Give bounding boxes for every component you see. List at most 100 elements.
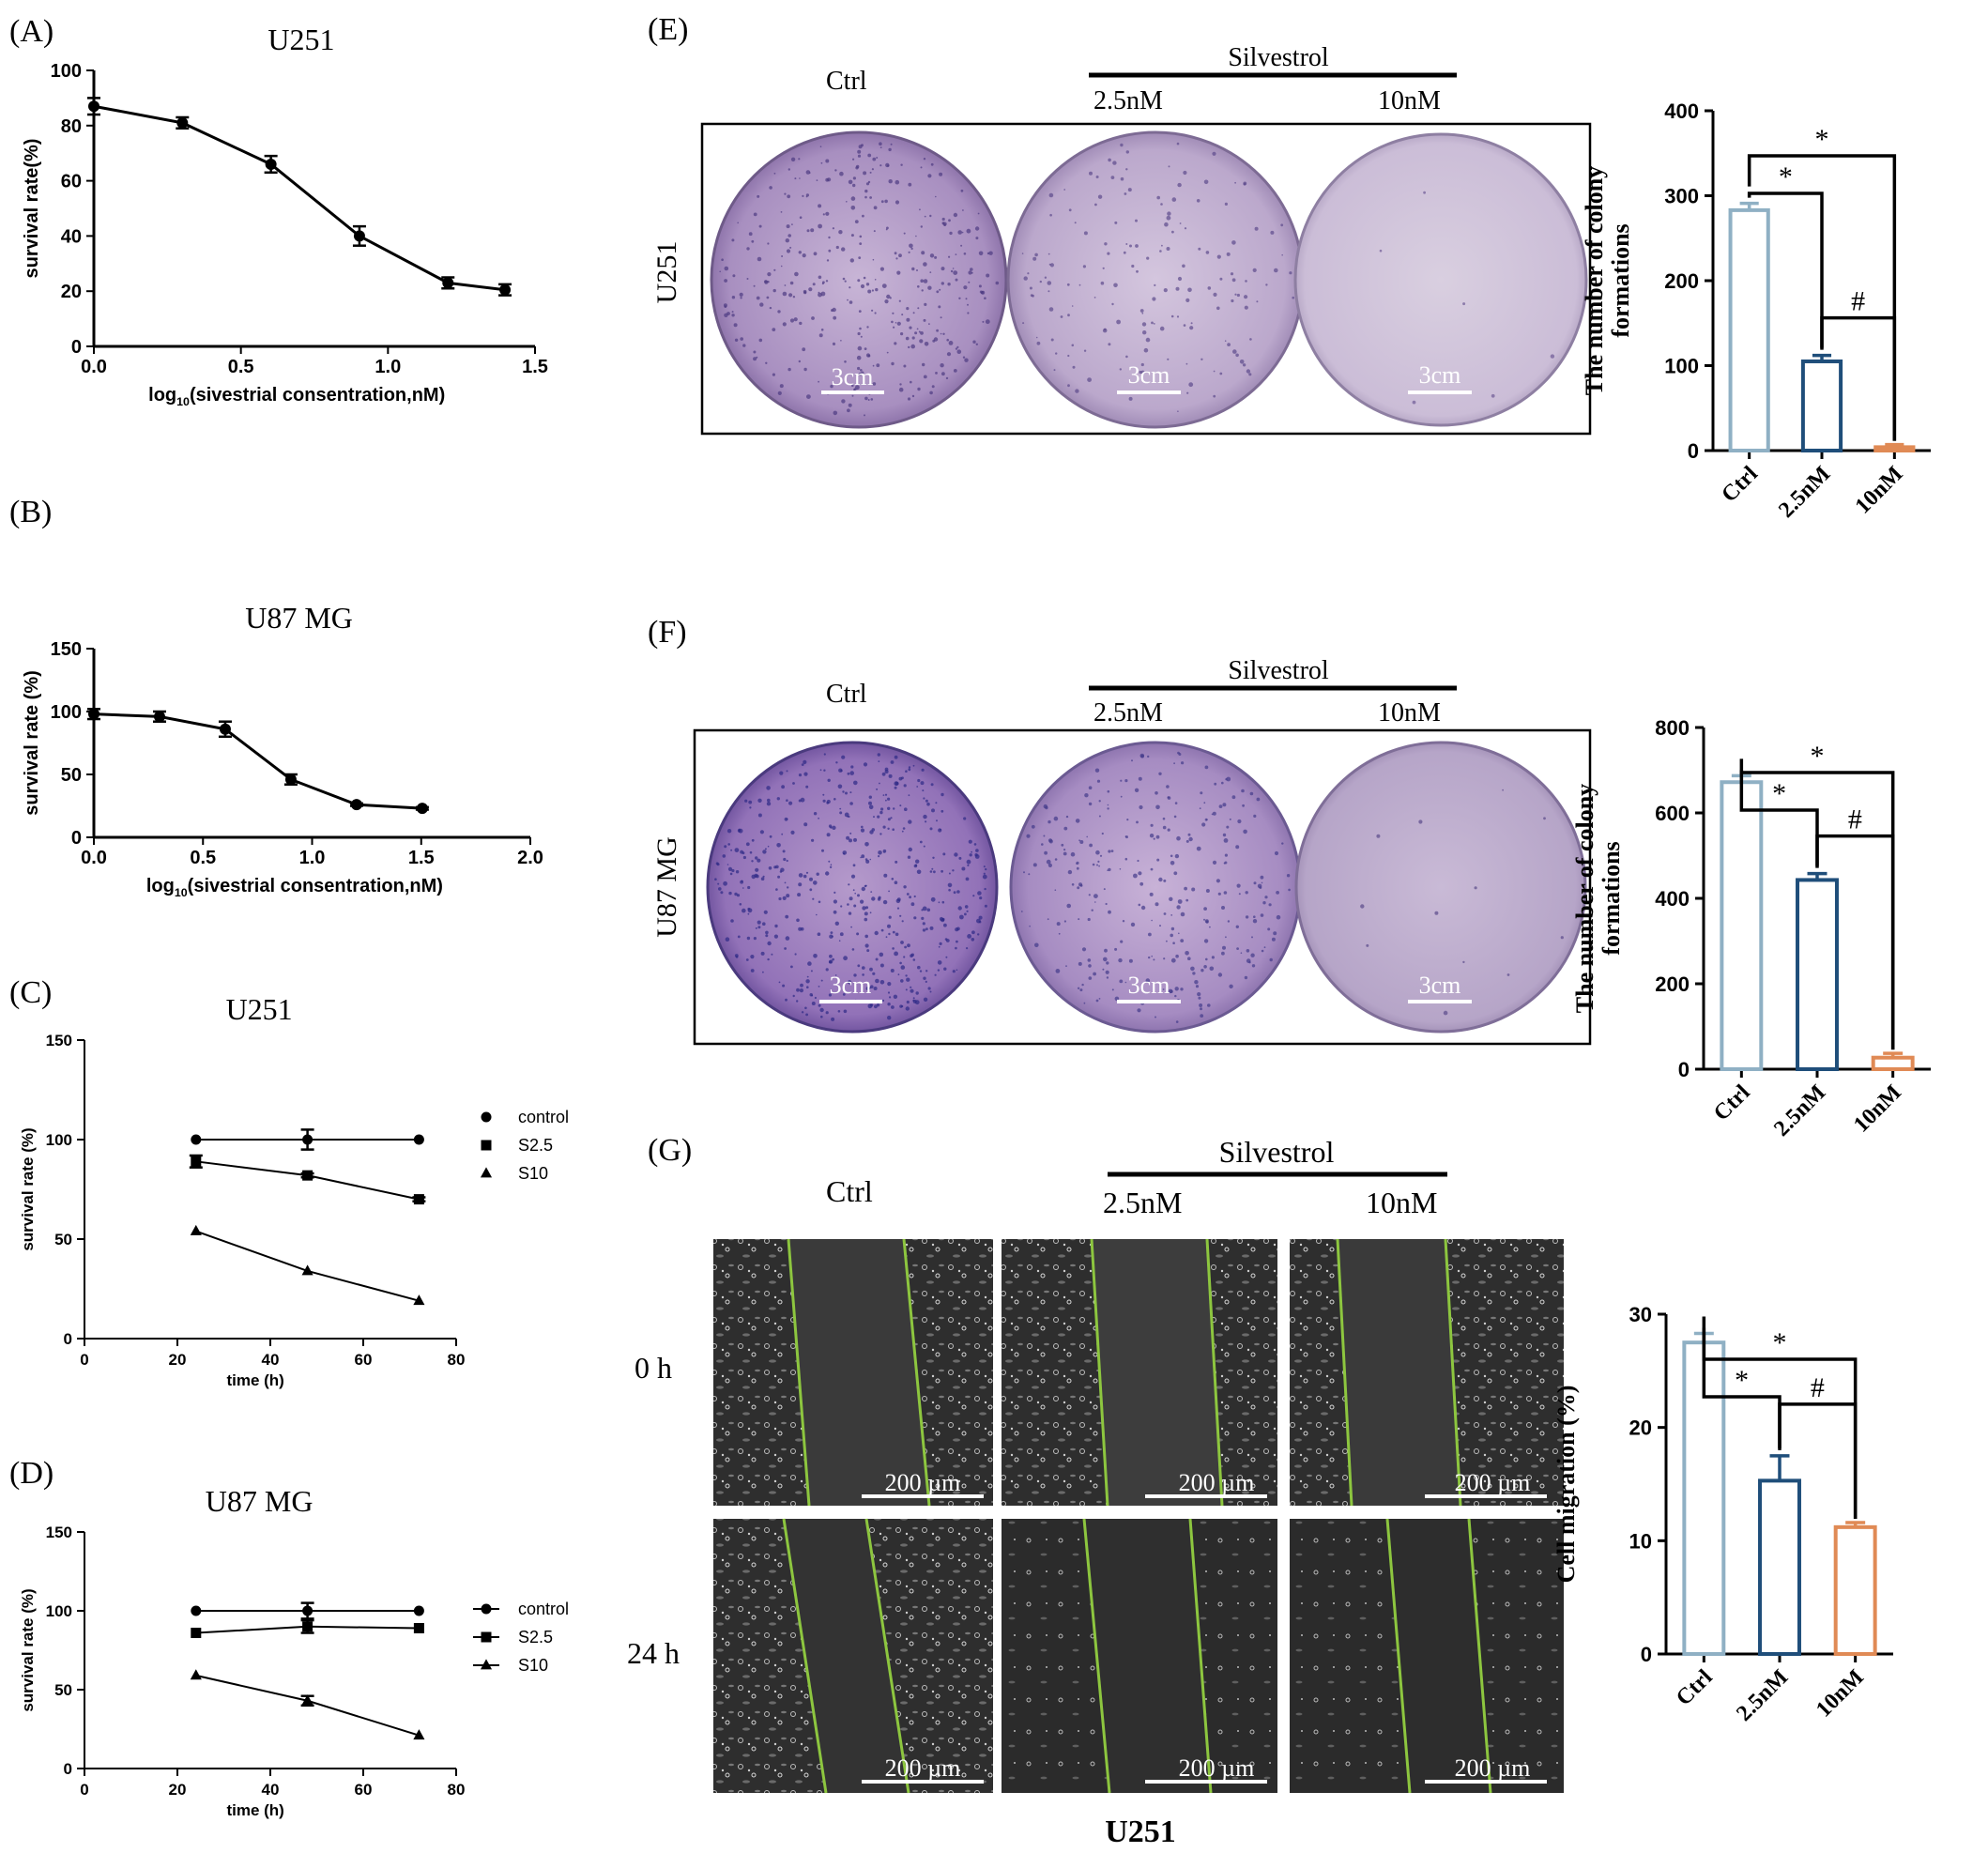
colony-dot: [782, 291, 788, 297]
colony-dot: [1096, 864, 1098, 866]
colony-dot: [1217, 972, 1223, 977]
colony-dot: [864, 934, 868, 939]
colony-dot: [1259, 886, 1262, 889]
colony-dot: [822, 793, 825, 796]
colony-dot: [942, 222, 947, 226]
colony-dot: [1079, 840, 1084, 844]
colony-dot: [901, 920, 904, 923]
colony-dot: [943, 967, 947, 971]
colony-dot: [1174, 994, 1177, 998]
colony-dot: [1108, 910, 1111, 914]
data-point-control: [302, 1605, 313, 1616]
colony-dot: [1067, 869, 1073, 875]
colony-dot: [866, 326, 869, 329]
colony-dot: [906, 977, 910, 982]
colony-dot: [818, 333, 823, 338]
colony-dot: [948, 341, 954, 345]
colony-dot: [881, 999, 885, 1003]
g-wound-0h-2-5nm: [1092, 1239, 1222, 1506]
colony-dot: [1205, 251, 1210, 254]
colony-dot: [975, 343, 979, 345]
x-tick-label: 60: [355, 1351, 373, 1369]
colony-dot: [945, 376, 949, 380]
colony-dot: [1088, 976, 1093, 980]
colony-dot: [760, 877, 765, 881]
colony-dot: [895, 781, 899, 786]
colony-dot: [1169, 896, 1173, 901]
colony-dot: [1048, 192, 1054, 198]
x-tick-label: 0: [80, 1351, 88, 1369]
colony-dot: [1063, 189, 1066, 191]
colony-dot: [1098, 815, 1101, 818]
colony-dot: [1124, 192, 1127, 195]
colony-dot: [948, 219, 951, 222]
colony-dot: [767, 845, 770, 848]
colony-dot: [778, 981, 781, 984]
colony-dot: [867, 153, 872, 158]
colony-dot: [1146, 256, 1150, 260]
colony-dot: [1081, 983, 1084, 987]
colony-dot: [956, 969, 958, 972]
colony-dot: [858, 145, 863, 149]
colony-dot: [967, 312, 970, 314]
colony-dot: [753, 350, 757, 354]
colony-dot: [773, 268, 776, 271]
colony-dot: [1125, 168, 1128, 171]
g-wound-edge: [782, 1518, 828, 1794]
colony-dot: [1251, 964, 1256, 968]
colony-dot: [1086, 835, 1088, 838]
colony-dot: [1108, 850, 1111, 853]
colony-dot: [1183, 324, 1186, 327]
colony-dot: [1203, 907, 1207, 911]
legend-marker-control: [481, 1603, 492, 1615]
colony-dot: [734, 338, 739, 342]
colony-dot: [1462, 302, 1466, 306]
colony-dot: [1148, 956, 1151, 959]
colony-dot: [947, 882, 953, 888]
colony-dot: [1245, 891, 1248, 895]
colony-dot: [916, 328, 919, 330]
colony-dot: [941, 900, 945, 904]
colony-dot: [796, 988, 800, 992]
colony-dot: [1129, 244, 1132, 248]
colony-dot: [855, 385, 860, 391]
colony-dot: [1140, 370, 1145, 375]
colony-dot: [900, 332, 904, 336]
colony-dot: [780, 867, 785, 872]
colony-dot: [1276, 891, 1279, 895]
colony-dot: [803, 367, 807, 372]
colony-dot: [945, 939, 950, 942]
colony-dot: [813, 881, 818, 885]
colony-dot: [840, 905, 843, 908]
colony-dot: [715, 862, 719, 865]
colony-dot: [939, 172, 943, 176]
colony-dot: [938, 901, 940, 904]
y-tick-label: 0: [64, 1330, 72, 1348]
colony-dot: [1172, 942, 1175, 944]
colony-dot: [1261, 949, 1264, 953]
colony-dot: [959, 914, 964, 920]
colony-dot: [1110, 850, 1114, 852]
g-wound-edge: [1467, 1518, 1492, 1794]
colony-dot: [785, 914, 789, 919]
colony-dot: [1177, 276, 1183, 282]
colony-dot: [898, 387, 904, 392]
colony-dot: [868, 801, 872, 805]
colony-dot: [894, 881, 898, 884]
colony-dot: [1185, 951, 1189, 956]
colony-dot: [1130, 922, 1136, 927]
colony-dot: [1418, 819, 1423, 824]
significance-bracket: [1820, 315, 1897, 441]
colony-dot: [1207, 286, 1212, 290]
colony-dot: [780, 211, 783, 213]
colony-dot: [1223, 891, 1228, 895]
colony-dot: [879, 164, 882, 167]
colony-dot: [877, 815, 880, 819]
f-scale-label-3: 3cm: [1419, 972, 1461, 999]
colony-dot: [753, 937, 757, 941]
colony-dot: [788, 367, 791, 372]
colony-dot: [1506, 973, 1510, 976]
colony-dot: [953, 891, 956, 895]
colony-dot: [1181, 761, 1185, 765]
colony-dot: [1190, 322, 1193, 325]
